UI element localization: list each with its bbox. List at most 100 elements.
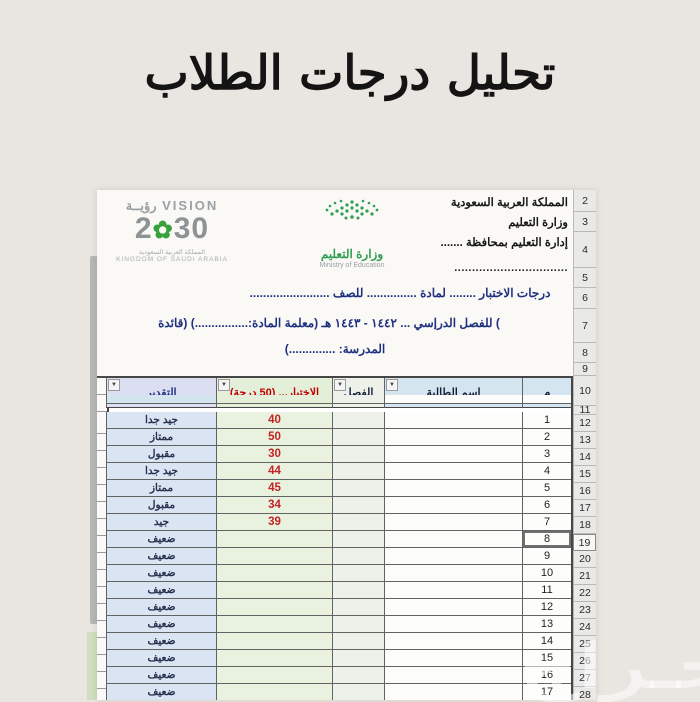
cell-grade[interactable]: ضعيف bbox=[106, 565, 216, 582]
cell-score[interactable] bbox=[216, 582, 332, 599]
filter-dropdown-icon[interactable]: ▼ bbox=[108, 379, 120, 391]
cell-index[interactable]: 12 bbox=[522, 599, 571, 616]
cell-student-name[interactable] bbox=[384, 633, 522, 650]
cell-class[interactable] bbox=[332, 497, 384, 514]
cell-index[interactable]: 3 bbox=[522, 446, 571, 463]
cell-class[interactable] bbox=[332, 599, 384, 616]
row-header[interactable]: 22 bbox=[573, 585, 596, 602]
filler-cell[interactable] bbox=[384, 395, 522, 404]
cell-student-name[interactable] bbox=[384, 650, 522, 667]
cell-student-name[interactable] bbox=[384, 514, 522, 531]
cell-grade[interactable]: ضعيف bbox=[106, 548, 216, 565]
cell-score[interactable]: 45 bbox=[216, 480, 332, 497]
cell-student-name[interactable] bbox=[384, 684, 522, 700]
cell-class[interactable] bbox=[332, 463, 384, 480]
cell-student-name[interactable] bbox=[384, 667, 522, 684]
cell-score[interactable]: 39 bbox=[216, 514, 332, 531]
cell-student-name[interactable] bbox=[384, 446, 522, 463]
row-header[interactable]: 6 bbox=[573, 288, 596, 309]
cell-class[interactable] bbox=[332, 616, 384, 633]
cell-grade[interactable]: ضعيف bbox=[106, 667, 216, 684]
row-header[interactable]: 7 bbox=[573, 309, 596, 343]
cell-grade[interactable]: جيد جدا bbox=[106, 463, 216, 480]
row-header[interactable]: 16 bbox=[573, 483, 596, 500]
cell-score[interactable]: 50 bbox=[216, 429, 332, 446]
filter-dropdown-icon[interactable]: ▼ bbox=[334, 379, 346, 391]
cell-student-name[interactable] bbox=[384, 565, 522, 582]
cell-score[interactable] bbox=[216, 633, 332, 650]
cell-index[interactable]: 15 bbox=[522, 650, 571, 667]
cell-student-name[interactable] bbox=[384, 497, 522, 514]
cell-index[interactable]: 13 bbox=[522, 616, 571, 633]
cell-student-name[interactable] bbox=[384, 616, 522, 633]
filter-dropdown-icon[interactable]: ▼ bbox=[386, 379, 398, 391]
cell-class[interactable] bbox=[332, 667, 384, 684]
row-header[interactable]: 21 bbox=[573, 568, 596, 585]
cell-class[interactable] bbox=[332, 650, 384, 667]
cell-score[interactable]: 30 bbox=[216, 446, 332, 463]
row-header[interactable]: 4 bbox=[573, 232, 596, 268]
row-header[interactable]: 3 bbox=[573, 212, 596, 232]
cell-score[interactable]: 40 bbox=[216, 412, 332, 429]
cell-score[interactable] bbox=[216, 667, 332, 684]
cell-index[interactable]: 9 bbox=[522, 548, 571, 565]
row-header[interactable]: 10 bbox=[573, 376, 596, 406]
row-header[interactable]: 25 bbox=[573, 636, 596, 653]
cell-student-name[interactable] bbox=[384, 548, 522, 565]
row-header[interactable]: 11 bbox=[573, 404, 596, 416]
row-header[interactable]: 26 bbox=[573, 653, 596, 670]
row-header[interactable]: 15 bbox=[573, 466, 596, 483]
cell-class[interactable] bbox=[332, 480, 384, 497]
cell-student-name[interactable] bbox=[384, 531, 522, 548]
cell-grade[interactable]: مقبول bbox=[106, 446, 216, 463]
row-header[interactable]: 2 bbox=[573, 190, 596, 212]
cell-class[interactable] bbox=[332, 531, 384, 548]
cell-index[interactable]: 16 bbox=[522, 667, 571, 684]
row-header[interactable]: 8 bbox=[573, 343, 596, 363]
cell-grade[interactable]: ضعيف bbox=[106, 599, 216, 616]
cell-student-name[interactable] bbox=[384, 480, 522, 497]
row-header[interactable]: 17 bbox=[573, 500, 596, 517]
cell-grade[interactable]: ضعيف bbox=[106, 684, 216, 700]
cell-student-name[interactable] bbox=[384, 429, 522, 446]
cell-score[interactable] bbox=[216, 565, 332, 582]
cell-grade[interactable]: ضعيف bbox=[106, 616, 216, 633]
cell-index[interactable]: 2 bbox=[522, 429, 571, 446]
cell-index[interactable]: 1 bbox=[522, 412, 571, 429]
cell-class[interactable] bbox=[332, 412, 384, 429]
cell-grade[interactable]: جيد جدا bbox=[106, 412, 216, 429]
cell-class[interactable] bbox=[332, 548, 384, 565]
cell-student-name[interactable] bbox=[384, 463, 522, 480]
cell-grade[interactable]: ضعيف bbox=[106, 633, 216, 650]
filler-cell[interactable] bbox=[216, 395, 332, 404]
row-header-active[interactable]: 19 bbox=[573, 534, 596, 551]
cell-index[interactable]: 4 bbox=[522, 463, 571, 480]
cell-class[interactable] bbox=[332, 429, 384, 446]
row-header[interactable]: 18 bbox=[573, 517, 596, 534]
cell-score[interactable] bbox=[216, 616, 332, 633]
cell-grade[interactable]: ضعيف bbox=[106, 531, 216, 548]
cell-class[interactable] bbox=[332, 582, 384, 599]
filler-cell[interactable] bbox=[106, 395, 216, 404]
cell-score[interactable] bbox=[216, 650, 332, 667]
cell-index[interactable]: 10 bbox=[522, 565, 571, 582]
row-header[interactable]: 24 bbox=[573, 619, 596, 636]
cell-grade[interactable]: ممتاز bbox=[106, 480, 216, 497]
cell-class[interactable] bbox=[332, 565, 384, 582]
cell-score[interactable]: 44 bbox=[216, 463, 332, 480]
row-header[interactable]: 13 bbox=[573, 432, 596, 449]
row-header[interactable]: 12 bbox=[573, 415, 596, 432]
filler-cell[interactable] bbox=[332, 395, 384, 404]
cell-index[interactable]: 14 bbox=[522, 633, 571, 650]
row-header[interactable]: 14 bbox=[573, 449, 596, 466]
row-header[interactable]: 5 bbox=[573, 268, 596, 288]
cell-grade[interactable]: ممتاز bbox=[106, 429, 216, 446]
cell-index-active[interactable]: 8 bbox=[522, 531, 571, 548]
row-header[interactable]: 23 bbox=[573, 602, 596, 619]
cell-score[interactable] bbox=[216, 531, 332, 548]
row-header[interactable]: 27 bbox=[573, 670, 596, 687]
cell-index[interactable]: 17 bbox=[522, 684, 571, 700]
cell-index[interactable]: 5 bbox=[522, 480, 571, 497]
cell-student-name[interactable] bbox=[384, 582, 522, 599]
cell-class[interactable] bbox=[332, 684, 384, 700]
